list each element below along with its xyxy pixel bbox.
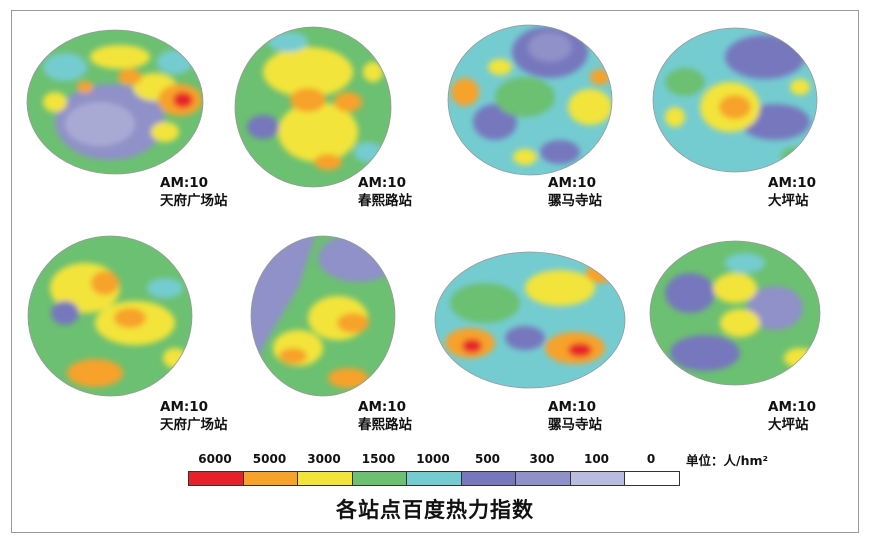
heatmap-map <box>27 235 193 397</box>
panel-time-label: AM:10 <box>358 399 407 415</box>
legend-swatch <box>188 471 244 486</box>
legend-swatch <box>460 471 516 486</box>
panel-time-label: AM:10 <box>548 399 597 415</box>
panel-station-label: 春熙路站 <box>358 417 412 433</box>
panel-time-label: AM:10 <box>768 175 817 191</box>
panel-station-label: 天府广场站 <box>160 417 228 433</box>
legend-label: 1500 <box>361 452 396 466</box>
legend-label: 1000 <box>416 452 450 466</box>
panel-station-label: 骡马寺站 <box>548 193 602 209</box>
legend-unit: 单位：人/hm² <box>686 453 768 468</box>
heatmap-map <box>234 26 392 188</box>
legend-swatch <box>515 471 571 486</box>
panel-time-label: AM:10 <box>160 175 209 191</box>
panel-station-label: 大坪站 <box>768 417 809 433</box>
panel-time-label: AM:10 <box>160 399 209 415</box>
legend-swatch <box>406 471 462 486</box>
legend-swatch <box>242 471 298 486</box>
color-legend: 6000 5000 3000 1500 1000 500 300 100 0 <box>188 452 788 492</box>
heatmap-panel: AM:10 天府广场站 <box>25 12 228 242</box>
legend-label: 0 <box>646 452 656 466</box>
heatmap-map <box>649 240 821 386</box>
heatmap-map <box>26 29 204 175</box>
heatmap-map <box>447 24 613 176</box>
panel-time-label: AM:10 <box>548 175 597 191</box>
heatmap-map <box>652 27 818 173</box>
panel-station-label: 春熙路站 <box>358 193 412 209</box>
panel-station-label: 天府广场站 <box>160 193 228 209</box>
legend-swatch <box>351 471 407 486</box>
heatmap-panel: AM:10 天府广场站 <box>25 228 228 458</box>
legend-label: 300 <box>529 452 555 466</box>
panel-time-label: AM:10 <box>358 175 407 191</box>
legend-label: 6000 <box>198 452 232 466</box>
figure-title: 各站点百度热力指数 <box>336 498 534 522</box>
panel-time-label: AM:10 <box>768 399 817 415</box>
heatmap-panel: AM:10 大坪站 <box>645 12 845 242</box>
heatmap-panel: AM:10 骡马寺站 <box>440 12 640 242</box>
heatmap-map <box>250 235 396 397</box>
heatmap-panel: AM:10 大坪站 <box>645 228 845 458</box>
legend-swatch <box>569 471 625 486</box>
heatmap-panel: AM:10 骡马寺站 <box>430 228 630 458</box>
heatmap-panel: AM:10 春熙路站 <box>228 12 428 242</box>
legend-swatch <box>624 471 680 486</box>
panel-station-label: 骡马寺站 <box>548 417 602 433</box>
legend-swatch <box>297 471 353 486</box>
legend-label: 3000 <box>307 452 341 466</box>
legend-label: 100 <box>583 452 610 466</box>
legend-label: 5000 <box>252 452 287 466</box>
heatmap-map <box>434 251 626 389</box>
legend-label: 500 <box>474 452 501 466</box>
heatmap-panel: AM:10 春熙路站 <box>228 228 428 458</box>
panel-station-label: 大坪站 <box>768 193 809 209</box>
